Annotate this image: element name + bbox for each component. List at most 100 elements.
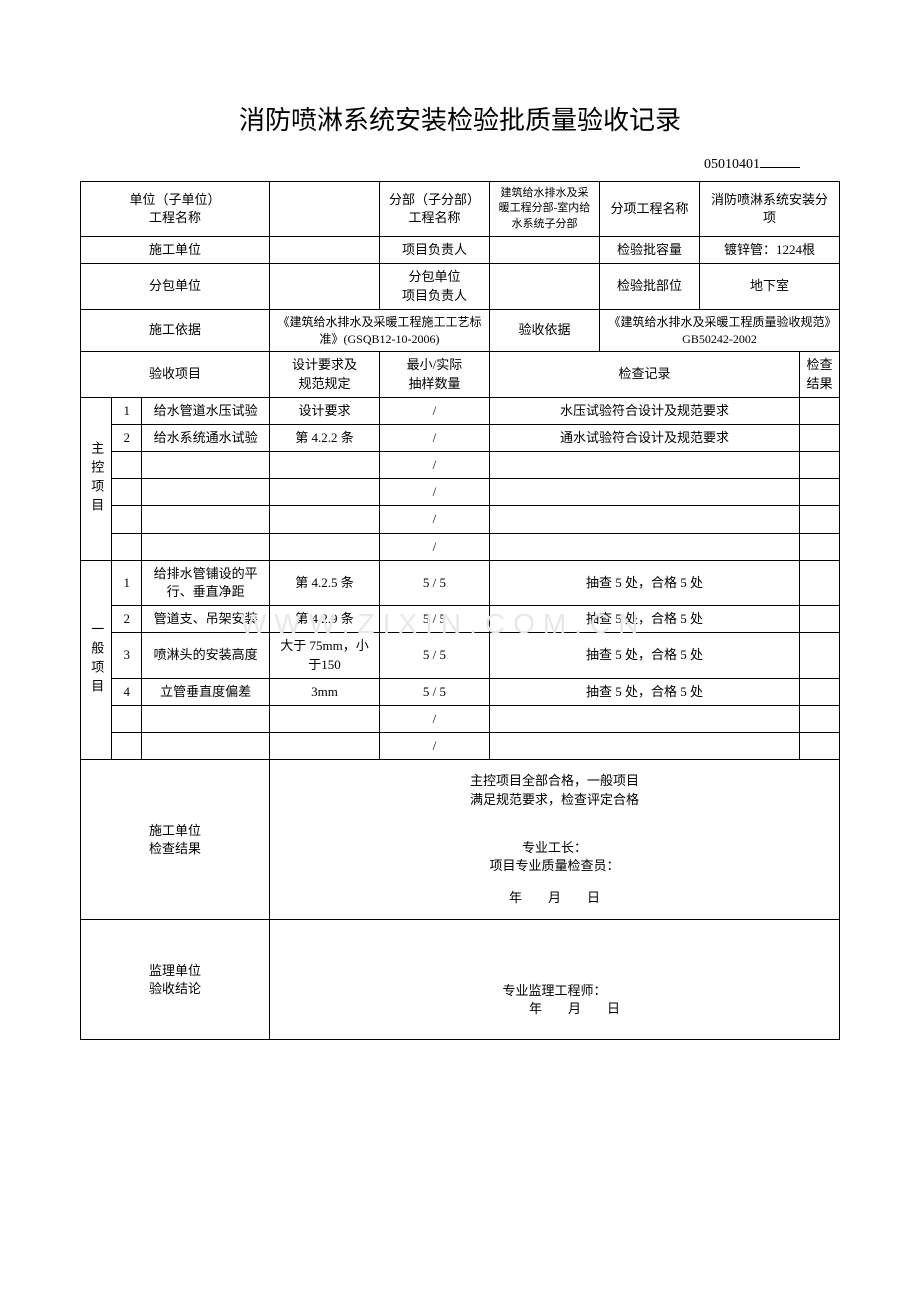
row-no: 3	[112, 633, 142, 678]
row-qty: /	[379, 733, 489, 760]
row-result	[800, 533, 840, 560]
table-row: 3 喷淋头的安装高度 大于 75mm，小于150 5 / 5 抽查 5 处，合格…	[81, 633, 840, 678]
header-row-3: 分包单位 分包单位项目负责人 检验批部位 地下室	[81, 264, 840, 309]
row-no: 2	[112, 606, 142, 633]
row-no: 4	[112, 678, 142, 705]
header-row-2: 施工单位 项目负责人 检验批容量 镀锌管：1224根	[81, 237, 840, 264]
construction-basis-label: 施工依据	[81, 309, 270, 352]
row-item: 给水系统通水试验	[142, 424, 270, 451]
construction-basis-value: 《建筑给水排水及采暖工程施工工艺标准》(GSQB12-10-2006)	[269, 309, 489, 352]
column-header-row: 验收项目 设计要求及规范规定 最小/实际抽样数量 检查记录 检查结果	[81, 352, 840, 397]
table-row: 2 管道支、吊架安装 第 4.2.9 条 5 / 5 抽查 5 处，合格 5 处	[81, 606, 840, 633]
row-no: 2	[112, 424, 142, 451]
row-req: 设计要求	[269, 397, 379, 424]
col-sample-qty: 最小/实际抽样数量	[379, 352, 489, 397]
doc-number-blank	[760, 167, 800, 168]
row-result	[800, 606, 840, 633]
page-title: 消防喷淋系统安装检验批质量验收记录	[80, 100, 840, 137]
row-req	[269, 452, 379, 479]
col-check-record: 检查记录	[489, 352, 799, 397]
row-req	[269, 733, 379, 760]
row-item	[142, 733, 270, 760]
row-req: 大于 75mm，小于150	[269, 633, 379, 678]
row-req: 第 4.2.2 条	[269, 424, 379, 451]
row-no	[112, 705, 142, 732]
document-number-line: 05010401	[80, 157, 840, 173]
sub-project-label: 分部（子分部）工程名称	[379, 182, 489, 237]
row-record	[489, 452, 799, 479]
row-item: 管道支、吊架安装	[142, 606, 270, 633]
row-item	[142, 452, 270, 479]
subcontract-unit-value	[269, 264, 379, 309]
row-record: 抽查 5 处，合格 5 处	[489, 606, 799, 633]
col-check-result: 检查结果	[800, 352, 840, 397]
row-req: 第 4.2.9 条	[269, 606, 379, 633]
row-req: 第 4.2.5 条	[269, 560, 379, 605]
table-row: /	[81, 452, 840, 479]
row-record	[489, 506, 799, 533]
supervision-content: 专业监理工程师： 年 月 日	[269, 920, 839, 1040]
row-item: 立管垂直度偏差	[142, 678, 270, 705]
subcontract-unit-label: 分包单位	[81, 264, 270, 309]
row-qty: /	[379, 397, 489, 424]
construction-check-content: 主控项目全部合格，一般项目 满足规范要求，检查评定合格 专业工长： 项目专业质量…	[269, 760, 839, 920]
row-qty: /	[379, 533, 489, 560]
table-row: 4 立管垂直度偏差 3mm 5 / 5 抽查 5 处，合格 5 处	[81, 678, 840, 705]
document-number: 05010401	[704, 157, 760, 172]
row-qty: /	[379, 424, 489, 451]
item-project-label: 分项工程名称	[599, 182, 699, 237]
row-no	[112, 533, 142, 560]
acceptance-basis-label: 验收依据	[489, 309, 599, 352]
row-record	[489, 733, 799, 760]
row-result	[800, 397, 840, 424]
row-req	[269, 506, 379, 533]
unit-project-label: 单位（子单位）工程名称	[81, 182, 270, 237]
quality-inspector-label: 项目专业质量检查员：	[276, 857, 833, 875]
row-item: 喷淋头的安装高度	[142, 633, 270, 678]
row-record	[489, 479, 799, 506]
table-row: /	[81, 533, 840, 560]
row-result	[800, 733, 840, 760]
row-item	[142, 479, 270, 506]
row-req: 3mm	[269, 678, 379, 705]
construction-unit-label: 施工单位	[81, 237, 270, 264]
table-row: /	[81, 733, 840, 760]
col-design-req: 设计要求及规范规定	[269, 352, 379, 397]
check-text-2: 满足规范要求，检查评定合格	[276, 791, 833, 809]
date-line: 年 月 日	[276, 889, 833, 907]
construction-check-label: 施工单位检查结果	[81, 760, 270, 920]
supervision-row: 监理单位验收结论 专业监理工程师： 年 月 日	[81, 920, 840, 1040]
main-control-group-label: 主控项目	[81, 397, 112, 560]
row-item: 给排水管铺设的平行、垂直净距	[142, 560, 270, 605]
row-item: 给水管道水压试验	[142, 397, 270, 424]
subcontract-leader-label: 分包单位项目负责人	[379, 264, 489, 309]
row-req	[269, 533, 379, 560]
row-result	[800, 678, 840, 705]
check-text-1: 主控项目全部合格，一般项目	[276, 772, 833, 790]
table-row: /	[81, 705, 840, 732]
subcontract-leader-value	[489, 264, 599, 309]
row-record: 水压试验符合设计及规范要求	[489, 397, 799, 424]
row-record: 通水试验符合设计及规范要求	[489, 424, 799, 451]
construction-check-row: 施工单位检查结果 主控项目全部合格，一般项目 满足规范要求，检查评定合格 专业工…	[81, 760, 840, 920]
row-result	[800, 452, 840, 479]
row-record	[489, 533, 799, 560]
row-no: 1	[112, 397, 142, 424]
table-row: /	[81, 479, 840, 506]
foreman-label: 专业工长：	[276, 839, 833, 857]
batch-location-value: 地下室	[699, 264, 839, 309]
col-acceptance-item: 验收项目	[81, 352, 270, 397]
acceptance-basis-value: 《建筑给水排水及采暖工程质量验收规范》GB50242-2002	[599, 309, 839, 352]
row-qty: /	[379, 506, 489, 533]
row-qty: /	[379, 705, 489, 732]
unit-project-value	[269, 182, 379, 237]
row-no	[112, 479, 142, 506]
construction-unit-value	[269, 237, 379, 264]
item-project-value: 消防喷淋系统安装分项	[699, 182, 839, 237]
row-no	[112, 733, 142, 760]
supervision-label: 监理单位验收结论	[81, 920, 270, 1040]
row-req	[269, 705, 379, 732]
inspection-record-table: 单位（子单位）工程名称 分部（子分部）工程名称 建筑给水排水及采暖工程分部-室内…	[80, 181, 840, 1040]
supervision-engineer-label: 专业监理工程师：	[276, 982, 833, 1000]
row-record	[489, 705, 799, 732]
